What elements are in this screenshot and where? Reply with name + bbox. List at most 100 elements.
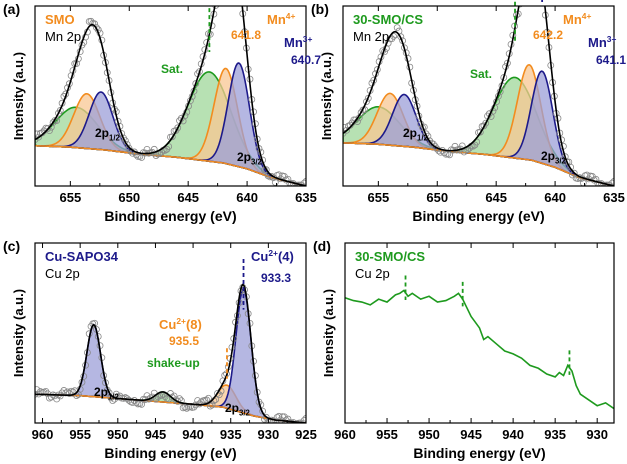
x-axis-label: Binding energy (eV)	[413, 445, 545, 461]
orbital-label-1: 2p3/2	[237, 150, 263, 167]
ion-label-0-base: Mn	[563, 12, 582, 27]
ion-label-1-suffix: (4)	[278, 249, 294, 264]
region-label: Cu 2p	[355, 266, 390, 281]
raw-data-point	[123, 140, 131, 148]
raw-data-point	[482, 119, 490, 127]
y-axis-label: Intensity (a.u.)	[321, 289, 336, 377]
raw-data-point	[149, 393, 156, 401]
orbital-label-1: 2p3/2	[225, 401, 251, 418]
x-tick-label: 945	[460, 427, 482, 442]
chart-panel-a: (a) Intensity (a.u.) Binding energy (eV) 65…	[3, 1, 321, 224]
sample-label: Cu-SAPO34	[45, 249, 119, 264]
chart-panel-d: (d) Intensity (a.u.) Binding energy (eV) 96…	[313, 238, 615, 461]
ion-label-1-sup: 3+	[607, 34, 617, 44]
sample-label: SMO	[45, 12, 75, 27]
plot-area	[35, 283, 306, 423]
raw-data-point	[145, 395, 153, 403]
background-line	[343, 142, 614, 186]
chart-panel-c: (c) Intensity (a.u.) Binding energy (eV) 96…	[3, 238, 317, 461]
raw-data-point	[138, 400, 145, 408]
x-tick-label: 635	[603, 190, 625, 205]
orbital-label-0-sub: 1/2	[108, 393, 120, 402]
annotation-0: 641.8	[231, 28, 261, 42]
raw-data-point	[570, 169, 578, 177]
raw-data-point	[212, 6, 220, 9]
x-tick-label: 950	[418, 427, 440, 442]
orbital-label-1-base: 2p	[237, 150, 251, 164]
x-tick-label: 655	[59, 190, 81, 205]
ion-label-0-base: Mn	[267, 12, 286, 27]
x-tick-label: 955	[69, 427, 91, 442]
chart-panel-b: (b) Intensity (a.u.) Binding energy (eV) 65…	[311, 0, 626, 224]
orbital-label-0-sub: 1/2	[417, 134, 429, 143]
orbital-label-1: 2p3/2	[541, 149, 567, 166]
raw-data-point	[172, 396, 180, 404]
ion-label-1: Cu2+(4)	[251, 248, 294, 264]
raw-data-point	[567, 163, 575, 171]
envelope-line	[35, 283, 306, 423]
region-label: Mn 2p	[353, 29, 389, 44]
raw-data-point	[134, 153, 142, 160]
x-tick-label: 640	[544, 190, 566, 205]
raw-data-point	[44, 125, 52, 132]
panel-label: (b)	[311, 1, 329, 17]
raw-data-point	[35, 386, 41, 394]
annotation-2: Sat.	[470, 67, 492, 81]
x-tick-label: 930	[586, 427, 608, 442]
ion-label-0: Mn4+	[563, 11, 591, 27]
plot-area	[343, 6, 614, 186]
orbital-label-1-base: 2p	[541, 149, 555, 163]
raw-data-point	[161, 146, 169, 154]
ion-label-1-base: Mn	[588, 35, 607, 50]
plot-area	[345, 289, 614, 410]
raw-data-point	[35, 136, 39, 143]
x-tick-label: 640	[236, 190, 258, 205]
ion-label-0: Mn4+	[267, 11, 295, 27]
y-axis-label: Intensity (a.u.)	[11, 289, 26, 377]
raw-data-point	[300, 417, 306, 423]
x-tick-label: 655	[367, 190, 389, 205]
raw-data-point	[299, 183, 306, 186]
region-label: Mn 2p	[45, 29, 81, 44]
panel-label: (d)	[313, 238, 331, 254]
y-axis-label: Intensity (a.u.)	[11, 52, 26, 140]
envelope-line	[343, 6, 614, 186]
orbital-label-1-sub: 3/2	[555, 157, 567, 166]
raw-data-point	[352, 116, 360, 124]
plot-frame	[34, 242, 307, 424]
raw-data-point	[608, 179, 614, 186]
orbital-label-1-sub: 3/2	[239, 409, 251, 418]
x-tick-label: 960	[334, 427, 356, 442]
orbital-label-1-sub: 3/2	[251, 158, 263, 167]
raw-data-point	[208, 401, 216, 409]
raw-data-point	[35, 130, 41, 138]
annotation-0: 935.5	[169, 334, 199, 348]
raw-data-point	[109, 397, 117, 405]
orbital-label-1-base: 2p	[225, 401, 239, 415]
ion-label-0-suffix: (8)	[186, 317, 202, 332]
raw-data-point	[174, 124, 182, 132]
annotation-1: 641.1	[596, 53, 626, 67]
ion-label-0-base: Cu	[159, 317, 176, 332]
ion-label-1-sup: 2+	[268, 248, 278, 258]
x-tick-label: 955	[376, 427, 398, 442]
raw-data-point	[393, 24, 401, 32]
raw-data-point	[469, 142, 477, 150]
raw-data-point	[49, 119, 57, 126]
envelope-line	[35, 6, 306, 186]
x-axis-label: Binding energy (eV)	[104, 208, 236, 224]
annotation-0: 642.2	[533, 28, 563, 42]
x-tick-label: 650	[426, 190, 448, 205]
raw-data-point	[262, 413, 270, 421]
raw-data-point	[183, 404, 191, 412]
sample-label: 30-SMO/CS	[353, 12, 423, 27]
x-axis-label: Binding energy (eV)	[104, 445, 236, 461]
ion-label-1-base: Cu	[251, 249, 268, 264]
raw-data-point	[168, 393, 176, 401]
raw-data-point	[262, 166, 270, 174]
ion-label-1-sup: 3+	[303, 34, 313, 44]
x-tick-label: 645	[485, 190, 507, 205]
raw-data-point	[65, 390, 73, 397]
annotation-2: Sat.	[161, 62, 183, 76]
raw-data-point	[607, 183, 614, 186]
